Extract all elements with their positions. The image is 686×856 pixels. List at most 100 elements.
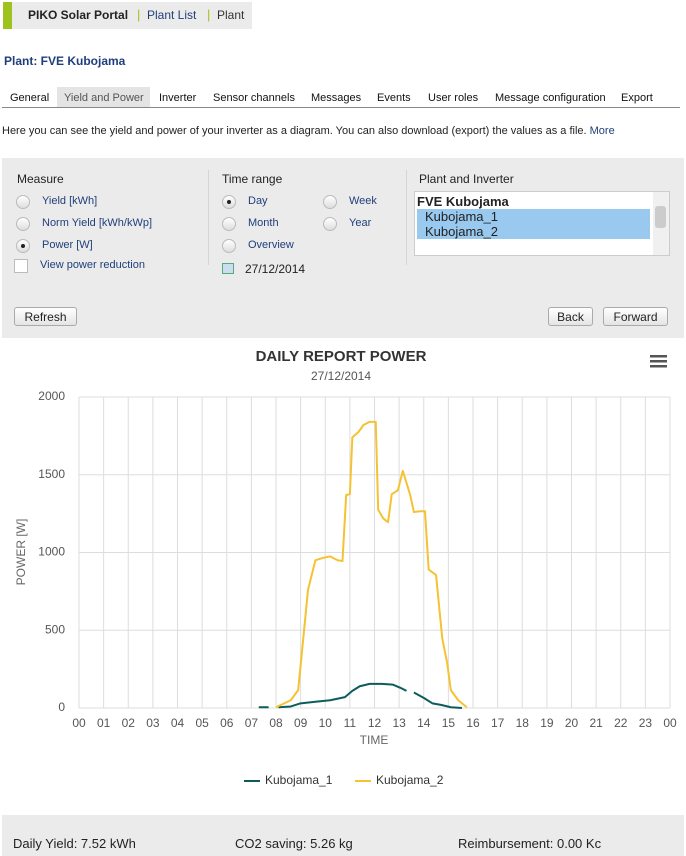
- separator: |: [207, 7, 211, 22]
- series-line: [275, 420, 468, 709]
- x-tick-label: 17: [491, 716, 505, 730]
- tab[interactable]: Messages: [311, 92, 362, 104]
- radio[interactable]: [222, 217, 236, 231]
- list-inverter[interactable]: Kubojama_2: [417, 224, 650, 239]
- refresh-button[interactable]: Refresh: [14, 307, 77, 326]
- radio[interactable]: [323, 217, 337, 231]
- x-tick-label: 14: [417, 716, 431, 730]
- nav-link[interactable]: Plant List: [147, 8, 197, 22]
- footer-item: Reimbursement: 0.00 Kc: [458, 836, 602, 851]
- y-tick-label: 1500: [38, 467, 65, 481]
- radio[interactable]: [222, 195, 236, 209]
- scrollbar[interactable]: [653, 192, 669, 255]
- nav-link[interactable]: Plant: [217, 8, 245, 22]
- radio-label[interactable]: Month: [248, 217, 279, 229]
- x-tick-label: 00: [72, 716, 86, 730]
- radio-label[interactable]: Yield [kWh]: [42, 195, 98, 207]
- checkbox-label[interactable]: View power reduction: [40, 259, 145, 271]
- more-link[interactable]: More: [589, 125, 615, 137]
- tab[interactable]: User roles: [428, 92, 479, 104]
- x-tick-label: 18: [516, 716, 530, 730]
- chart-subtitle: 27/12/2014: [311, 369, 371, 383]
- x-tick-label: 01: [97, 716, 111, 730]
- x-tick-label: 22: [614, 716, 628, 730]
- x-tick-label: 09: [294, 716, 308, 730]
- x-tick-label: 08: [269, 716, 283, 730]
- radio-label[interactable]: Year: [349, 217, 372, 229]
- tab-line: [2, 107, 680, 108]
- plant-inverter-title: Plant and Inverter: [419, 172, 514, 186]
- legend-label[interactable]: Kubojama_2: [376, 773, 444, 787]
- x-tick-label: 23: [639, 716, 653, 730]
- x-tick-label: 10: [319, 716, 333, 730]
- x-tick-label: 12: [368, 716, 382, 730]
- divider: [208, 170, 209, 265]
- y-tick-label: 500: [45, 622, 65, 636]
- x-tick-label: 07: [245, 716, 259, 730]
- x-axis-label: TIME: [360, 733, 389, 747]
- x-tick-label: 04: [171, 716, 185, 730]
- y-tick-label: 0: [58, 700, 65, 714]
- radio-label[interactable]: Norm Yield [kWh/kWp]: [42, 217, 153, 229]
- x-tick-label: 05: [195, 716, 209, 730]
- description-row: Here you can see the yield and power of …: [2, 125, 615, 137]
- list-plant: FVE Kubojama: [417, 194, 509, 209]
- x-tick-label: 20: [565, 716, 579, 730]
- plant-title: Plant: FVE Kubojama: [4, 54, 126, 68]
- tab[interactable]: Events: [377, 92, 411, 104]
- separator: |: [137, 7, 141, 22]
- back-button[interactable]: Back: [548, 307, 593, 326]
- y-tick-label: 2000: [38, 389, 65, 403]
- x-tick-label: 02: [122, 716, 136, 730]
- legend-label[interactable]: Kubojama_1: [265, 773, 333, 787]
- x-tick-label: 11: [344, 716, 357, 730]
- forward-button[interactable]: Forward: [603, 307, 668, 326]
- x-tick-label: 06: [220, 716, 234, 730]
- radio-label[interactable]: Week: [349, 195, 377, 207]
- chart: DAILY REPORT POWER 27/12/2014 POWER [W] …: [14, 348, 677, 787]
- tab[interactable]: Message configuration: [495, 92, 606, 104]
- series-line: [258, 682, 462, 709]
- radio[interactable]: [222, 239, 236, 253]
- x-tick-label: 21: [589, 716, 603, 730]
- tab[interactable]: Yield and Power: [64, 92, 144, 104]
- calendar-icon[interactable]: [222, 263, 234, 274]
- x-tick-label: 15: [442, 716, 456, 730]
- radio-label[interactable]: Overview: [248, 239, 294, 251]
- date: 27/12/2014: [245, 262, 306, 276]
- radio[interactable]: [323, 195, 337, 209]
- checkbox[interactable]: [14, 259, 28, 273]
- accent-bar: [3, 2, 12, 29]
- radio[interactable]: [16, 217, 30, 231]
- tab[interactable]: Inverter: [159, 92, 197, 104]
- list-inverter[interactable]: Kubojama_1: [417, 209, 650, 224]
- listbox[interactable]: FVE Kubojama Kubojama_1 Kubojama_2: [414, 191, 670, 256]
- y-axis-label: POWER [W]: [14, 519, 28, 586]
- footer-item: Daily Yield: 7.52 kWh: [13, 836, 136, 851]
- radio[interactable]: [16, 239, 30, 253]
- divider: [406, 170, 407, 265]
- radio[interactable]: [16, 195, 30, 209]
- x-tick-label: 19: [540, 716, 554, 730]
- chart-title: DAILY REPORT POWER: [256, 348, 427, 365]
- nav-bar: [12, 2, 252, 29]
- radio-label[interactable]: Power [W]: [42, 239, 93, 251]
- menu-icon[interactable]: [650, 355, 667, 368]
- time-range-title: Time range: [222, 172, 283, 186]
- radio-label[interactable]: Day: [248, 195, 268, 207]
- footer: [2, 815, 684, 856]
- measure-title: Measure: [17, 172, 64, 186]
- footer-item: CO2 saving: 5.26 kg: [235, 836, 353, 851]
- tab[interactable]: General: [10, 92, 50, 104]
- tab[interactable]: Sensor channels: [213, 92, 295, 104]
- y-tick-label: 1000: [38, 545, 65, 559]
- x-tick-label: 00: [663, 716, 677, 730]
- active-tab-bg: [57, 87, 150, 108]
- x-tick-label: 16: [466, 716, 480, 730]
- brand[interactable]: PIKO Solar Portal: [28, 8, 129, 22]
- description: Here you can see the yield and power of …: [2, 125, 587, 137]
- x-tick-label: 13: [392, 716, 406, 730]
- x-tick-label: 03: [146, 716, 160, 730]
- tab[interactable]: Export: [621, 92, 653, 104]
